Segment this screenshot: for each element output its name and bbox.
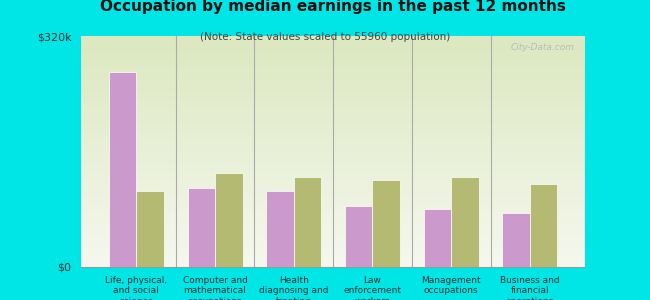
Bar [424,209,451,267]
Bar [136,191,164,267]
Bar [451,177,479,267]
Bar [109,72,136,267]
Bar [530,184,558,267]
Text: (Note: State values scaled to 55960 population): (Note: State values scaled to 55960 popu… [200,32,450,41]
Bar [372,180,400,267]
Title: Occupation by median earnings in the past 12 months: Occupation by median earnings in the pas… [100,0,566,14]
Bar [266,191,294,267]
Bar [187,188,215,267]
Bar [502,213,530,267]
Bar [294,177,321,267]
Text: City-Data.com: City-Data.com [511,43,575,52]
Bar [215,173,242,267]
Bar [345,206,372,267]
